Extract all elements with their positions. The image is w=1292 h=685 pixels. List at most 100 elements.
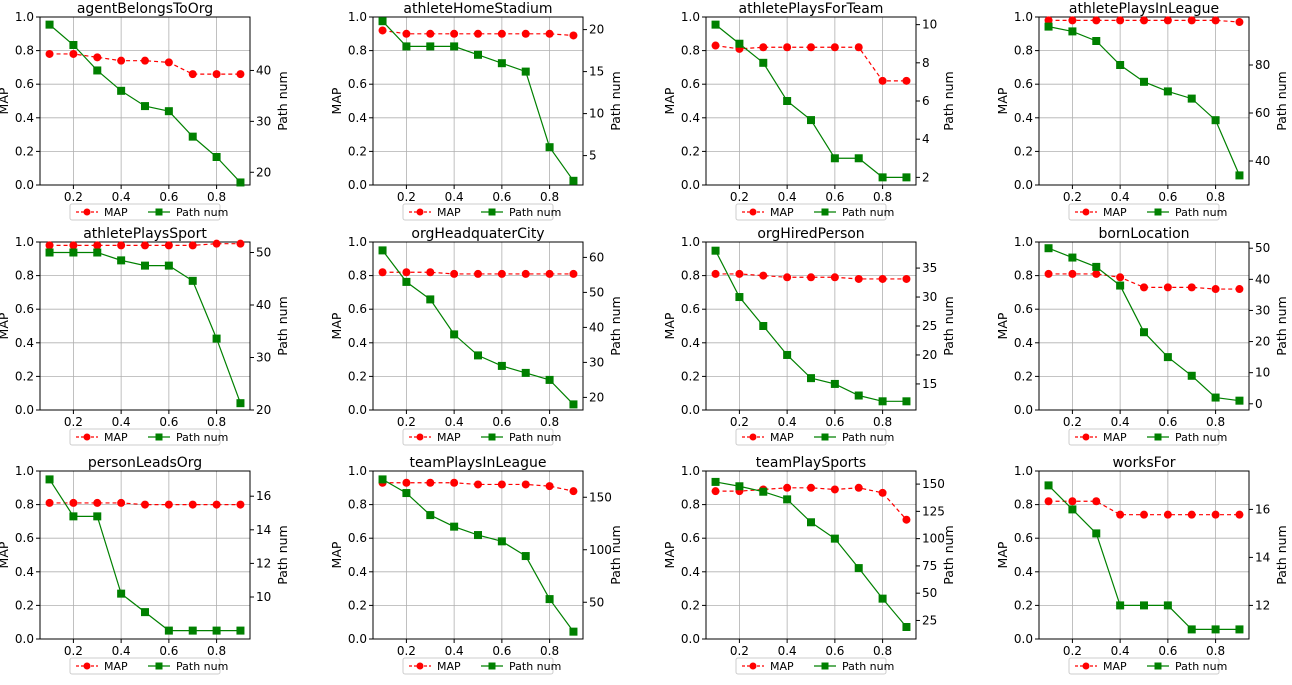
y-tick-label: 0.8 — [1014, 498, 1033, 512]
y2-tick-label: 20 — [256, 403, 271, 417]
pathnum-point — [878, 397, 887, 406]
y-axis-label: MAP — [995, 312, 1010, 339]
y2-tick-label: 50 — [589, 285, 604, 299]
y-tick-label: 0.4 — [15, 336, 34, 350]
pathnum-point — [735, 482, 744, 491]
map-point — [164, 241, 173, 250]
map-point — [830, 273, 839, 282]
legend-box — [69, 657, 221, 675]
map-point — [545, 482, 554, 491]
y-tick-label: 0.2 — [681, 369, 700, 383]
y2-tick-label: 25 — [922, 613, 937, 627]
y-tick-label: 0.0 — [348, 178, 367, 192]
map-point — [1092, 497, 1101, 506]
pathnum-point — [450, 522, 459, 531]
plot-frame — [39, 470, 251, 640]
chart-panel: orgHiredPerson 0.2 0.4 0.6 0.8 0.0 0.2 0.4 0.6 0.… — [662, 226, 956, 446]
y-tick-label: 0.4 — [681, 336, 700, 350]
map-point — [1092, 269, 1101, 278]
legend-box — [735, 203, 887, 221]
pathnum-series-line — [1048, 26, 1241, 176]
pathnum-point — [164, 107, 173, 116]
pathnum-point — [402, 489, 411, 498]
y2-tick-label: 20 — [589, 390, 604, 404]
legend-label: MAP — [770, 206, 794, 219]
map-point — [1116, 16, 1125, 25]
map-point — [236, 70, 245, 79]
y2-tick-label: 30 — [256, 114, 271, 128]
map-point — [378, 26, 387, 35]
map-point — [807, 43, 815, 52]
x-tick-label: 0.6 — [1158, 190, 1177, 204]
pathnum-point — [117, 589, 126, 598]
pathnum-point — [854, 564, 863, 573]
legend-label: Path num — [176, 206, 228, 219]
y2-tick-label: 30 — [922, 290, 937, 304]
legend-label: Path num — [509, 431, 561, 444]
map-point — [878, 274, 887, 283]
pathnum-point — [164, 261, 173, 270]
map-point — [711, 487, 720, 496]
pathnum-point — [1211, 116, 1220, 125]
pathnum-point — [1163, 601, 1172, 610]
map-point — [759, 271, 768, 280]
y-tick-label: 0.6 — [348, 531, 367, 545]
y-tick-label: 0.0 — [15, 178, 34, 192]
map-point — [117, 498, 126, 507]
y-tick-label: 0.2 — [15, 598, 34, 612]
y-tick-label: 0.0 — [681, 178, 700, 192]
y-tick-label: 0.6 — [15, 77, 34, 91]
y2-tick-label: 80 — [1255, 58, 1270, 72]
y-axis-label: MAP — [662, 312, 677, 339]
pathnum-point — [236, 178, 245, 187]
pathnum-point — [902, 623, 911, 631]
x-tick-label: 0.2 — [1063, 644, 1082, 658]
y-tick-label: 0.6 — [681, 77, 700, 91]
y-axis-label: MAP — [0, 541, 11, 568]
plot-frame — [1038, 16, 1250, 186]
y-tick-label: 0.6 — [681, 302, 700, 316]
map-point — [45, 498, 54, 507]
map-series-line — [715, 487, 907, 521]
x-tick-label: 0.4 — [112, 644, 131, 658]
pathnum-point — [1235, 625, 1244, 634]
legend-box — [69, 428, 221, 446]
y2-axis-label: Path num — [608, 71, 623, 130]
x-tick-label: 0.2 — [1063, 190, 1082, 204]
x-tick-label: 0.6 — [492, 415, 511, 429]
map-series-line — [49, 243, 241, 246]
legend-label: Path num — [1175, 660, 1227, 673]
map-point — [164, 58, 173, 67]
y-tick-label: 0.8 — [1014, 269, 1033, 283]
map-point — [878, 76, 887, 85]
y-tick-label: 0.8 — [1014, 44, 1033, 58]
y2-tick-label: 14 — [1255, 550, 1270, 564]
map-point — [141, 500, 149, 509]
x-tick-label: 0.2 — [397, 415, 416, 429]
pathnum-point — [450, 42, 459, 51]
x-tick-label: 0.4 — [445, 415, 464, 429]
x-tick-label: 0.2 — [64, 415, 83, 429]
pathnum-point — [854, 391, 863, 400]
legend-label: MAP — [437, 660, 461, 673]
y2-tick-label: 30 — [589, 355, 604, 369]
map-point — [1211, 285, 1220, 294]
x-tick-label: 0.8 — [540, 415, 559, 429]
pathnum-point — [521, 368, 530, 377]
map-point — [141, 56, 149, 65]
legend-label: MAP — [437, 431, 461, 444]
legend-marker — [488, 662, 496, 670]
pathnum-point — [474, 50, 482, 59]
pathnum-point — [783, 495, 792, 504]
chart-panel: agentBelongsToOrg 0.2 0.4 0.6 0.8 0.0 0.2 0.4 0.… — [0, 1, 290, 221]
map-point — [830, 43, 839, 52]
pathnum-point — [1140, 601, 1148, 610]
pathnum-point — [188, 626, 197, 635]
pathnum-point — [236, 626, 245, 635]
x-tick-label: 0.2 — [1063, 415, 1082, 429]
y-tick-label: 0.2 — [348, 369, 367, 383]
y2-tick-label: 10 — [256, 590, 271, 604]
x-tick-label: 0.4 — [112, 190, 131, 204]
map-point — [783, 483, 792, 492]
